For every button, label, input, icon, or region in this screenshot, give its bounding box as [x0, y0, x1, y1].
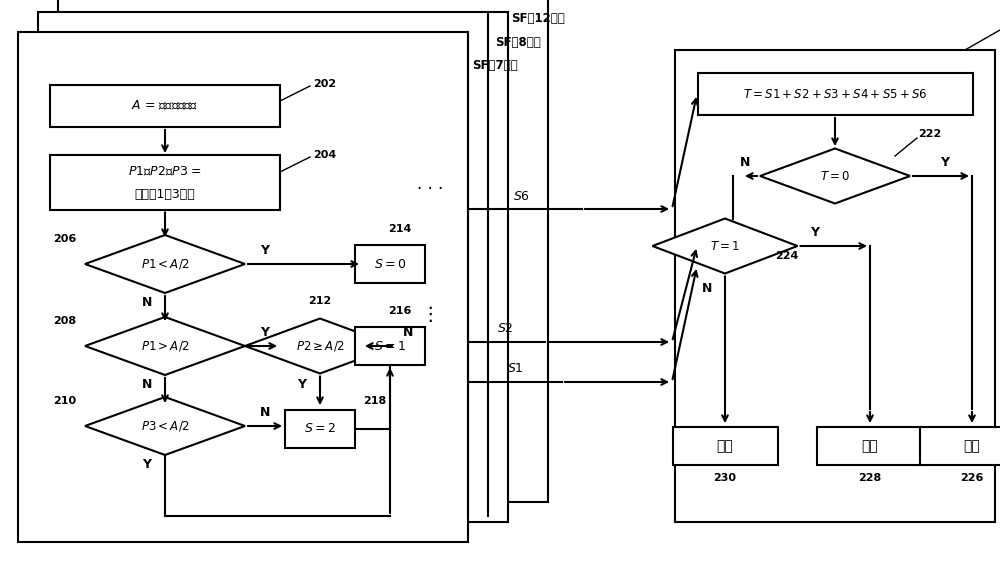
- Text: Y: Y: [143, 457, 152, 470]
- Polygon shape: [85, 317, 245, 375]
- Text: $S1$: $S1$: [507, 363, 523, 376]
- Bar: [355, 327, 425, 365]
- Text: SF＝7支路: SF＝7支路: [472, 59, 518, 73]
- Text: 空闲: 空闲: [964, 439, 980, 453]
- Polygon shape: [652, 218, 798, 274]
- Bar: [920, 427, 1000, 465]
- Text: $S = 1$: $S = 1$: [374, 340, 406, 352]
- Text: N: N: [142, 296, 152, 309]
- Text: SF＝8支路: SF＝8支路: [495, 36, 541, 49]
- Text: 208: 208: [53, 316, 77, 326]
- Text: Y: Y: [260, 245, 270, 258]
- Polygon shape: [760, 148, 910, 204]
- Bar: [817, 427, 922, 465]
- Text: 202: 202: [313, 79, 337, 89]
- Polygon shape: [85, 235, 245, 293]
- Polygon shape: [245, 319, 395, 373]
- Bar: [672, 427, 778, 465]
- Bar: [355, 245, 425, 283]
- Text: 222: 222: [918, 129, 942, 139]
- Text: N: N: [142, 377, 152, 390]
- Text: Y: Y: [298, 377, 306, 390]
- Bar: [38, 12, 508, 522]
- Text: $P1 > A/2$: $P1 > A/2$: [141, 339, 189, 353]
- Bar: [675, 50, 995, 522]
- Bar: [50, 155, 280, 209]
- Text: 成功: 成功: [862, 439, 878, 453]
- Text: ⋮: ⋮: [420, 305, 440, 324]
- Text: $A$ = 解调信号幅值: $A$ = 解调信号幅值: [131, 99, 199, 113]
- Text: $S = 2$: $S = 2$: [304, 422, 336, 435]
- Text: N: N: [403, 327, 413, 340]
- Text: $S6$: $S6$: [513, 190, 531, 202]
- Text: Y: Y: [260, 327, 270, 340]
- Bar: [698, 73, 972, 115]
- Text: $T = S1+S2+S3+S4+S5+S6$: $T = S1+S2+S3+S4+S5+S6$: [743, 87, 927, 100]
- Polygon shape: [85, 397, 245, 455]
- Bar: [50, 85, 280, 127]
- Text: Y: Y: [940, 156, 949, 170]
- Text: $P1 < A/2$: $P1 < A/2$: [141, 257, 189, 271]
- Text: 226: 226: [960, 473, 984, 483]
- Text: $S = 0$: $S = 0$: [374, 258, 406, 271]
- Text: 218: 218: [363, 396, 387, 406]
- Bar: [58, 0, 548, 502]
- Text: 频谱第1至3峰值: 频谱第1至3峰值: [135, 187, 195, 200]
- Bar: [285, 410, 355, 448]
- Text: 204: 204: [313, 150, 337, 160]
- Text: 228: 228: [858, 473, 882, 483]
- Text: 冲突: 冲突: [717, 439, 733, 453]
- Text: $P3 < A/2$: $P3 < A/2$: [141, 419, 189, 433]
- Text: Y: Y: [810, 227, 820, 240]
- Text: 214: 214: [388, 224, 412, 234]
- Text: $S2$: $S2$: [497, 323, 513, 336]
- Text: 212: 212: [308, 296, 332, 306]
- Text: N: N: [702, 281, 712, 294]
- Text: N: N: [260, 407, 270, 420]
- Text: 224: 224: [775, 251, 799, 261]
- Text: N: N: [740, 156, 750, 170]
- Bar: [18, 32, 468, 542]
- Text: $P1$、$P2$、$P3$ =: $P1$、$P2$、$P3$ =: [128, 165, 202, 179]
- Text: $P2 \geq A/2$: $P2 \geq A/2$: [296, 339, 344, 353]
- Text: $T = 0$: $T = 0$: [820, 170, 850, 183]
- Text: $T = 1$: $T = 1$: [710, 240, 740, 253]
- Text: 206: 206: [53, 234, 77, 244]
- Text: 216: 216: [388, 306, 412, 316]
- Text: SF＝12支路: SF＝12支路: [511, 12, 565, 25]
- Text: 230: 230: [714, 473, 736, 483]
- Text: · · ·: · · ·: [417, 180, 443, 198]
- Text: 210: 210: [53, 396, 77, 406]
